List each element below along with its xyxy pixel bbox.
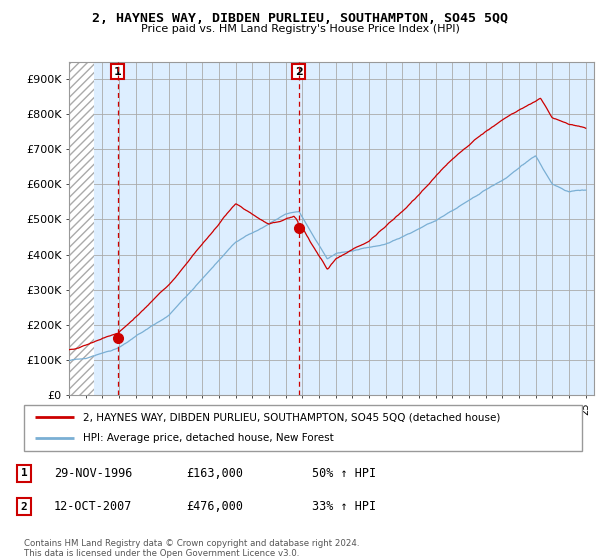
Text: 50% ↑ HPI: 50% ↑ HPI	[312, 466, 376, 480]
Text: 2, HAYNES WAY, DIBDEN PURLIEU, SOUTHAMPTON, SO45 5QQ (detached house): 2, HAYNES WAY, DIBDEN PURLIEU, SOUTHAMPT…	[83, 412, 500, 422]
Text: 1: 1	[20, 468, 28, 478]
Text: 33% ↑ HPI: 33% ↑ HPI	[312, 500, 376, 514]
Text: 1: 1	[114, 67, 122, 77]
Text: HPI: Average price, detached house, New Forest: HPI: Average price, detached house, New …	[83, 433, 334, 444]
Text: £163,000: £163,000	[186, 466, 243, 480]
Bar	[69, 62, 94, 395]
Text: 2, HAYNES WAY, DIBDEN PURLIEU, SOUTHAMPTON, SO45 5QQ: 2, HAYNES WAY, DIBDEN PURLIEU, SOUTHAMPT…	[92, 12, 508, 25]
FancyBboxPatch shape	[24, 405, 582, 451]
Text: Price paid vs. HM Land Registry's House Price Index (HPI): Price paid vs. HM Land Registry's House …	[140, 24, 460, 34]
Text: 2: 2	[20, 502, 28, 512]
Text: 2: 2	[295, 67, 303, 77]
Text: 12-OCT-2007: 12-OCT-2007	[54, 500, 133, 514]
Text: £476,000: £476,000	[186, 500, 243, 514]
Text: 29-NOV-1996: 29-NOV-1996	[54, 466, 133, 480]
Text: Contains HM Land Registry data © Crown copyright and database right 2024.
This d: Contains HM Land Registry data © Crown c…	[24, 539, 359, 558]
